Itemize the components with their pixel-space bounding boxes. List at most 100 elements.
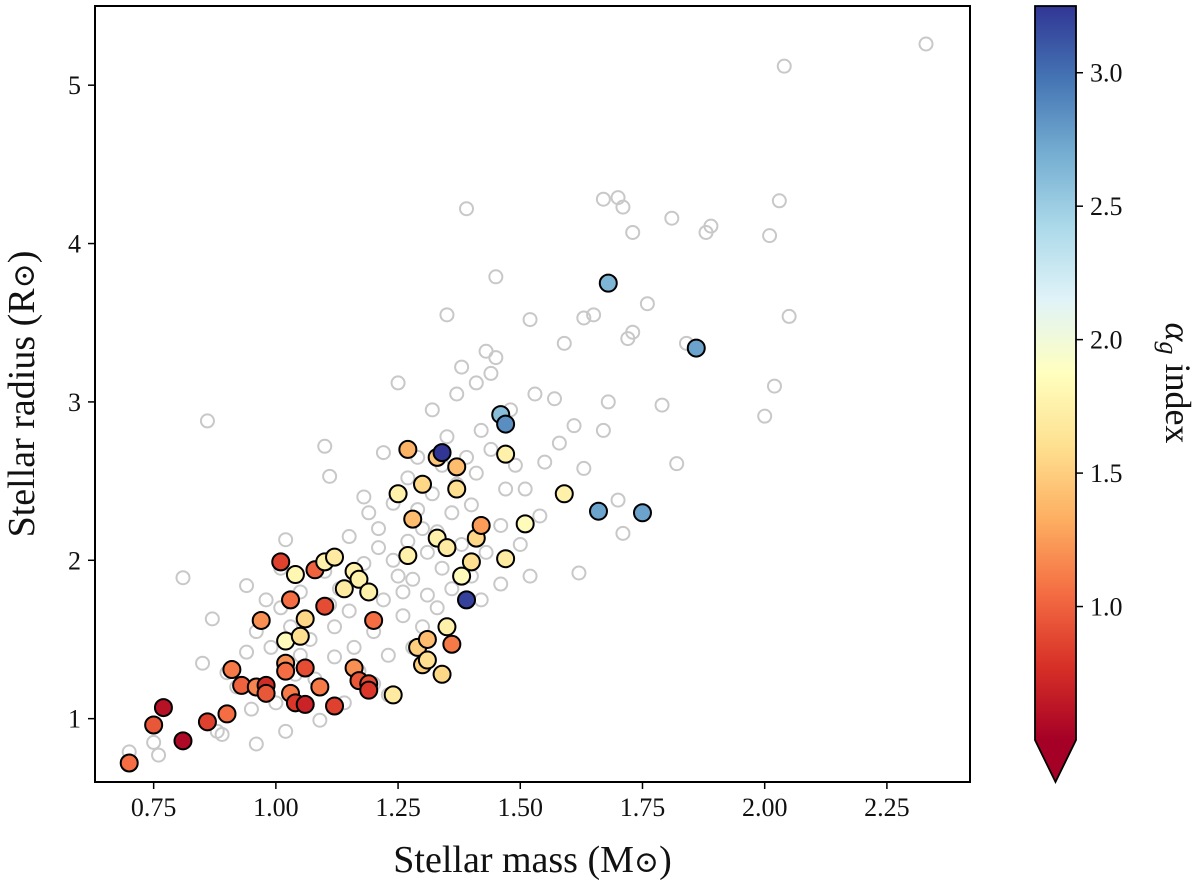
data-point-open: [463, 497, 479, 513]
data-point-filled: [471, 515, 491, 535]
data-point-open: [327, 619, 343, 635]
data-point-open: [371, 540, 387, 556]
data-point-filled: [281, 590, 301, 610]
data-point-open: [429, 600, 445, 616]
data-point-filled: [349, 569, 369, 589]
data-point-open: [610, 492, 626, 508]
data-point-open: [322, 468, 338, 484]
data-point-filled: [398, 546, 418, 566]
data-point-open: [204, 611, 220, 627]
data-point-filled: [588, 501, 608, 521]
data-point-open: [600, 394, 616, 410]
data-point-open: [199, 413, 215, 429]
data-point-open: [278, 723, 294, 739]
data-point-filled: [119, 753, 139, 773]
data-point-open: [918, 36, 934, 52]
data-point-open: [341, 529, 357, 545]
data-point-open: [576, 460, 592, 476]
data-point-filled: [325, 547, 345, 567]
colorbar-tick-label: 1.0: [1090, 593, 1123, 622]
data-point-open: [546, 391, 562, 407]
data-point-open: [395, 608, 411, 624]
data-point-filled: [452, 566, 472, 586]
data-point-open: [468, 465, 484, 481]
data-point-filled: [398, 439, 418, 459]
data-point-filled: [217, 704, 237, 724]
data-point-filled: [222, 660, 242, 680]
data-point-filled: [496, 414, 516, 434]
data-point-open: [454, 359, 470, 375]
x-tick-label: 0.75: [131, 793, 177, 822]
x-tick-label: 1.50: [498, 793, 544, 822]
x-tick-label: 1.75: [620, 793, 666, 822]
data-point-open: [483, 441, 499, 457]
data-point-open: [380, 647, 396, 663]
data-point-open: [356, 489, 372, 505]
data-point-open: [566, 418, 582, 434]
data-point-filled: [197, 712, 217, 732]
data-point-open: [317, 438, 333, 454]
data-point-filled: [432, 664, 452, 684]
plot-frame: [94, 5, 971, 783]
data-point-filled: [432, 443, 452, 463]
data-point-open: [473, 422, 489, 438]
data-point-open: [537, 454, 553, 470]
data-point-filled: [457, 590, 477, 610]
y-axis-ticks: 1 2 3 4 5: [68, 71, 95, 734]
data-point-filled: [364, 610, 384, 630]
data-point-open: [498, 481, 514, 497]
y-tick-label: 1: [68, 705, 81, 734]
colorbar-gradient: [1035, 6, 1076, 740]
data-point-filled: [325, 696, 345, 716]
x-tick-label: 1.25: [375, 793, 421, 822]
data-point-open: [571, 565, 587, 581]
colorbar-tick-label: 2.0: [1090, 326, 1123, 355]
data-point-filled: [442, 634, 462, 654]
data-point-open: [268, 695, 284, 711]
data-point-filled: [598, 273, 618, 293]
data-point-open: [415, 521, 431, 537]
data-point-open: [522, 568, 538, 584]
data-point-filled: [632, 503, 652, 523]
data-point-open: [263, 639, 279, 655]
data-point-open: [454, 536, 470, 552]
data-point-open: [595, 422, 611, 438]
data-point-filled: [554, 484, 574, 504]
data-point-filled: [310, 677, 330, 697]
data-point-filled: [256, 683, 276, 703]
data-point-open: [586, 307, 602, 323]
data-point-open: [468, 375, 484, 391]
colorbar-extend-min: [1035, 740, 1076, 782]
data-point-open: [776, 58, 792, 74]
data-point-filled: [417, 629, 437, 649]
data-point-filled: [496, 549, 516, 569]
data-point-open: [395, 584, 411, 600]
colorbar-outline: [1034, 5, 1077, 785]
data-point-open: [312, 712, 328, 728]
data-point-filled: [271, 552, 291, 572]
data-point-filled: [334, 579, 354, 599]
data-point-open: [615, 199, 631, 215]
data-point-open: [595, 191, 611, 207]
data-point-filled: [285, 565, 305, 585]
data-point-open: [214, 726, 230, 742]
x-tick-label: 1.00: [253, 793, 299, 822]
data-point-open: [703, 218, 719, 234]
data-point-filled: [383, 685, 403, 705]
x-tick-label: 2.00: [742, 793, 788, 822]
data-point-open: [444, 505, 460, 521]
data-point-open: [400, 533, 416, 549]
data-point-open: [146, 734, 162, 750]
data-point-open: [243, 701, 259, 717]
data-point-filled: [413, 474, 433, 494]
data-point-open: [669, 456, 685, 472]
data-point-open: [507, 457, 523, 473]
data-point-open: [327, 649, 343, 665]
data-point-open: [473, 592, 489, 608]
colorbar-title: αg index: [1154, 323, 1198, 444]
data-point-filled: [295, 658, 315, 678]
data-point-open: [248, 736, 264, 752]
data-point-open: [532, 508, 548, 524]
data-point-open: [459, 201, 475, 217]
